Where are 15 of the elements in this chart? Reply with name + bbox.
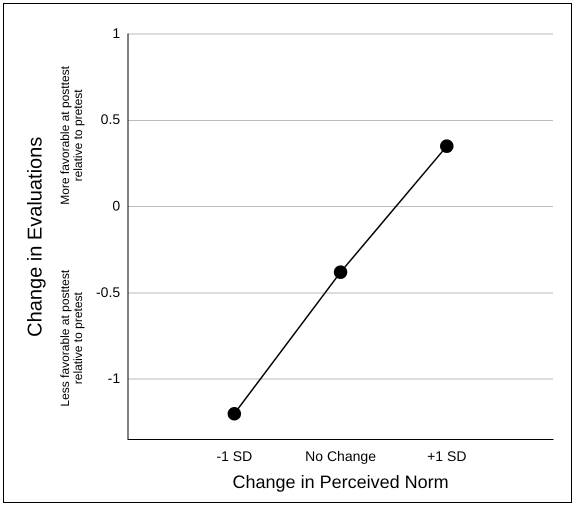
point: [228, 406, 242, 420]
y-tick-label: -1: [108, 370, 120, 386]
text: More favorable at posttest relative to pretest: [58, 65, 85, 205]
x-tick-label: -1 SD: [216, 448, 252, 464]
x-tick-label: No Change: [305, 448, 376, 464]
y-tick-label: 0: [112, 197, 120, 214]
y-axis-title: Change in Evaluations: [24, 136, 47, 337]
x-tick-label: +1 SD: [427, 448, 466, 464]
x-axis-title: Change in Perceived Norm: [232, 472, 449, 492]
text: Less favorable at posttest relative to pretest: [58, 269, 85, 407]
y-tick-label: 0.5: [100, 111, 120, 128]
y-tick-label: 1: [112, 24, 120, 41]
point: [440, 139, 454, 153]
point: [334, 265, 348, 279]
y-tick-label: -0.5: [96, 284, 120, 300]
